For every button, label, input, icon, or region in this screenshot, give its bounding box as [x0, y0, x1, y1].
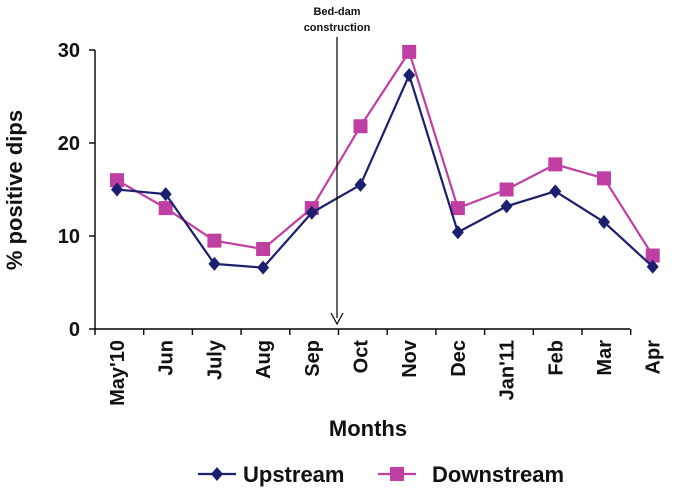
upstream-marker [305, 205, 318, 220]
downstream-marker [207, 233, 222, 248]
downstream-series-line [116, 50, 654, 257]
upstream-marker [403, 68, 416, 83]
x-tick-label: Feb [545, 340, 567, 376]
x-tick-label: Sep [302, 340, 324, 377]
annotation-line1: Bed-dam [313, 6, 360, 18]
upstream-marker [159, 187, 172, 202]
x-axis-title: Months [329, 416, 407, 441]
x-ticks: May'10 Jun July Aug Sep Oct Nov Dec Jan'11 Feb Mar… [94, 329, 665, 406]
annotation-arrow-head [330, 312, 344, 326]
upstream-marker [211, 467, 223, 481]
y-tick-label: 30 [58, 40, 80, 62]
upstream-marker [549, 184, 562, 199]
y-tick-label: 10 [58, 226, 80, 248]
upstream-marker [646, 259, 659, 274]
x-tick-label: Nov [399, 339, 421, 378]
x-tick-label: May'10 [107, 340, 129, 406]
x-tick-label: Apr [643, 340, 665, 375]
annotation-line2: construction [304, 22, 371, 34]
upstream-legend-label: Upstream [243, 462, 344, 487]
x-tick-label: Mar [594, 340, 616, 376]
y-ticks: 0 10 20 30 [58, 40, 95, 341]
downstream-marker [499, 182, 514, 197]
upstream-series-line [116, 74, 654, 269]
upstream-marker [598, 215, 610, 230]
upstream-marker [500, 199, 513, 214]
downstream-marker [402, 44, 417, 59]
x-tick-label: Dec [448, 340, 470, 377]
axes [94, 50, 630, 330]
upstream-marker [111, 182, 123, 197]
y-tick-label: 20 [58, 133, 80, 155]
downstream-marker [256, 242, 271, 257]
upstream-marker [257, 260, 270, 275]
upstream-marker [208, 256, 221, 271]
downstream-marker [353, 119, 368, 134]
legend: Upstream Downstream [198, 462, 564, 487]
x-tick-label: Jun [156, 340, 178, 376]
x-tick-label: Aug [253, 340, 275, 379]
bed-dam-annotation: Bed-dam construction [304, 6, 371, 326]
downstream-marker [390, 467, 404, 481]
downstream-legend-label: Downstream [432, 462, 564, 487]
x-tick-label: Jan'11 [497, 340, 519, 400]
x-tick-label: July [204, 339, 226, 380]
downstream-marker [548, 157, 563, 172]
upstream-marker [354, 177, 367, 192]
downstream-marker [450, 201, 465, 216]
y-tick-label: 0 [69, 319, 80, 341]
downstream-marker [158, 201, 173, 216]
y-axis-title: % positive dips [2, 110, 27, 270]
upstream-marker [451, 225, 464, 240]
x-tick-label: Oct [351, 340, 373, 374]
downstream-marker [597, 171, 611, 186]
series-layer [110, 44, 660, 275]
